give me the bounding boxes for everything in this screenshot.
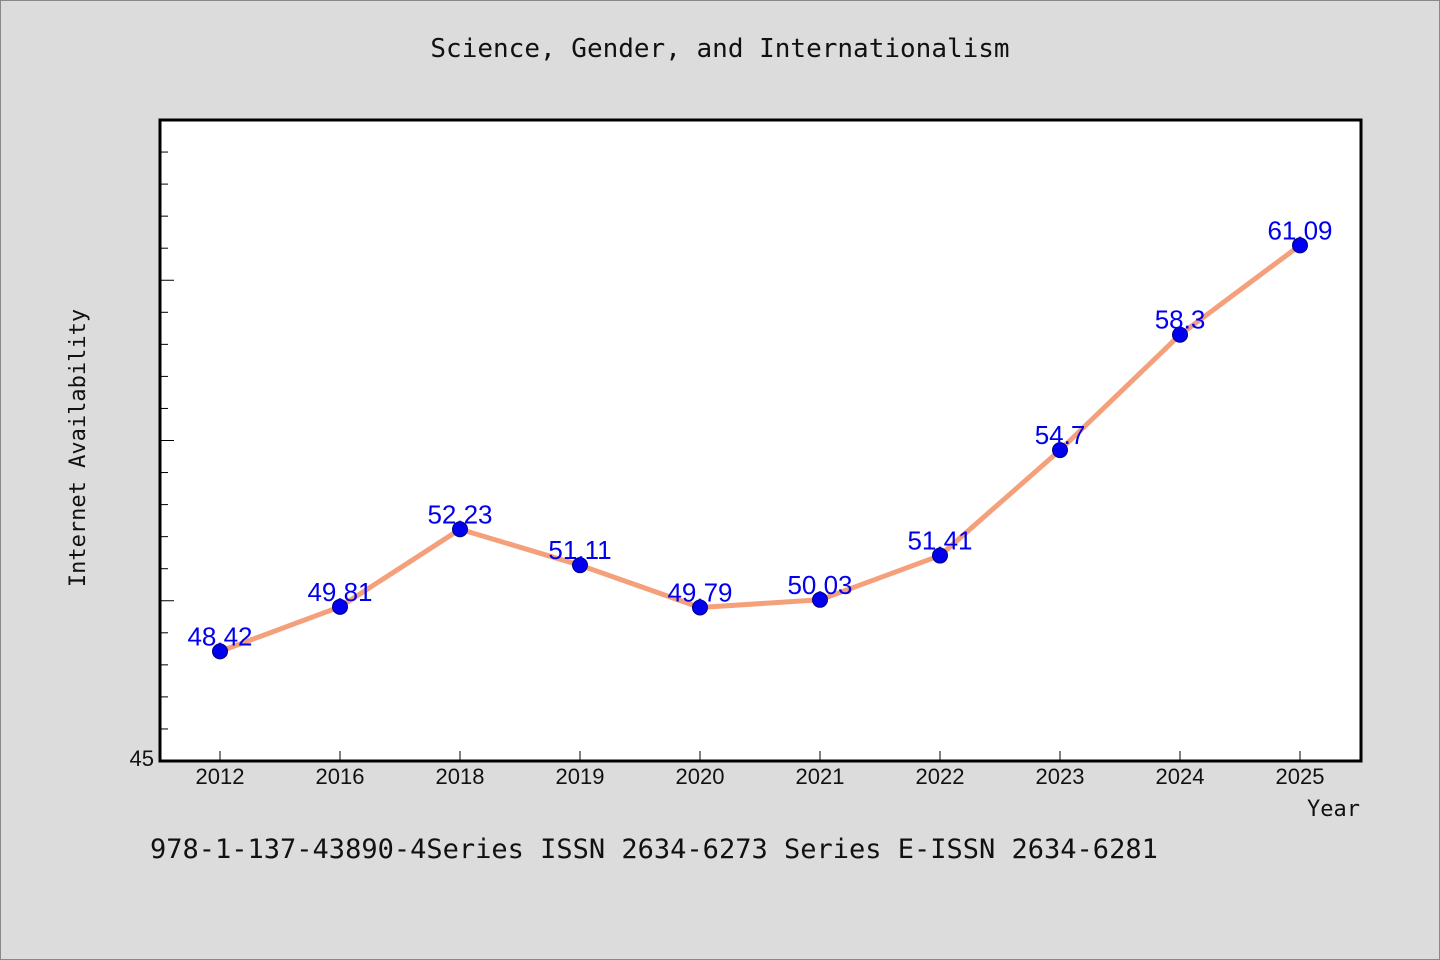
- data-point: [932, 547, 948, 564]
- series-group: 48.42 49.81 52.23 51.11 49.79 50.03 51.41 54.7 5…: [187, 215, 1333, 660]
- data-point: [1052, 442, 1068, 459]
- data-point: [212, 643, 228, 660]
- data-label: 61.09: [1267, 215, 1332, 245]
- plot-area: [158, 118, 1363, 763]
- y-axis-ticks: 45: [130, 119, 174, 771]
- data-point: [1172, 326, 1188, 343]
- data-point: [1292, 237, 1308, 254]
- x-tick-label: 2022: [916, 764, 965, 789]
- data-label: 49.79: [667, 577, 732, 607]
- y-tick-label: 45: [130, 746, 154, 771]
- data-label: 52.23: [427, 499, 492, 529]
- data-label: 50.03: [787, 570, 852, 600]
- data-point: [332, 598, 348, 615]
- data-label: 51.41: [907, 526, 972, 556]
- data-label: 58.3: [1155, 305, 1206, 335]
- x-tick-label: 2023: [1036, 764, 1085, 789]
- data-label: 49.81: [307, 577, 372, 607]
- x-tick-label: 2025: [1276, 764, 1325, 789]
- data-label: 51.11: [548, 535, 611, 565]
- data-point: [812, 591, 828, 608]
- x-tick-label: 2016: [316, 764, 365, 789]
- footer-text: 978-1-137-43890-4Series ISSN 2634-6273 S…: [150, 834, 1158, 865]
- x-tick-label: 2024: [1156, 764, 1205, 789]
- data-point: [572, 557, 588, 574]
- x-tick-label: 2021: [796, 764, 845, 789]
- x-tick-label: 2019: [556, 764, 605, 789]
- data-point: [692, 599, 708, 616]
- x-axis-ticks: 2012 2016 2018 2019 2020 2021 2022 2023 2024 2025: [196, 751, 1325, 789]
- data-label: 48.42: [187, 621, 252, 651]
- x-tick-label: 2018: [436, 764, 485, 789]
- data-point: [452, 521, 468, 538]
- x-axis-label: Year: [1307, 797, 1360, 822]
- y-axis-label: Internet Availability: [66, 309, 91, 587]
- x-tick-label: 2020: [676, 764, 725, 789]
- x-tick-label: 2012: [196, 764, 245, 789]
- chart-title: Science, Gender, and Internationalism: [430, 34, 1010, 64]
- data-label: 54.7: [1035, 420, 1086, 450]
- series-line: [217, 242, 1303, 654]
